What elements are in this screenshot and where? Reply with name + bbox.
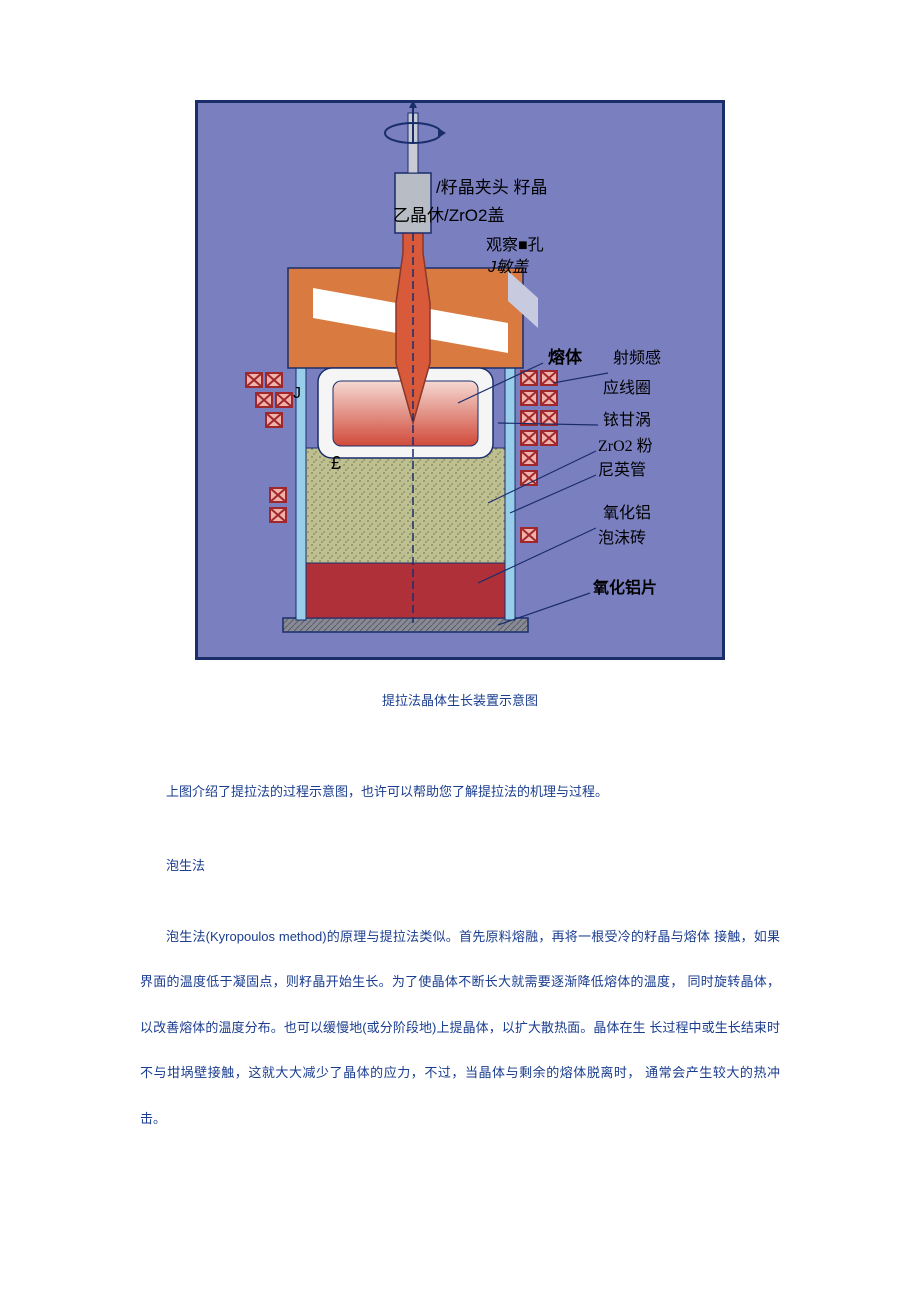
svg-text:射频感: 射频感 [613, 349, 661, 367]
intro-paragraph: 上图介绍了提拉法的过程示意图，也许可以帮助您了解提拉法的机理与过程。 [140, 769, 780, 815]
diagram-label: £ [331, 453, 341, 474]
svg-text:应线圈: 应线圈 [603, 378, 651, 397]
svg-text:铱甘涡: 铱甘涡 [603, 411, 651, 429]
svg-text:泡沫砖: 泡沫砖 [598, 529, 646, 547]
section-title: 泡生法 [166, 855, 780, 874]
body-paragraph: 泡生法(Kyropoulos method)的原理与提拉法类似。首先原料熔融，再… [140, 914, 780, 1142]
svg-text:氧化铝: 氧化铝 [603, 504, 651, 522]
figure-container: 熔体 射频感 应线圈 铱甘涡 ZrO2 粉 尼英管 氧化铝 泡沫砖 氧化铝片 /… [140, 100, 780, 660]
svg-text:熔体: 熔体 [548, 347, 583, 367]
diagram-label: /籽晶夹头 籽晶 [436, 173, 547, 198]
svg-text:ZrO2 粉: ZrO2 粉 [598, 437, 653, 455]
figure-caption: 提拉法晶体生长装置示意图 [140, 690, 780, 709]
diagram-label: J [293, 385, 301, 403]
diagram-label: 观察■孔 [486, 231, 544, 255]
document-page: 熔体 射频感 应线圈 铱甘涡 ZrO2 粉 尼英管 氧化铝 泡沫砖 氧化铝片 /… [0, 0, 920, 1281]
svg-text:氧化铝片: 氧化铝片 [592, 578, 657, 597]
apparatus-diagram: 熔体 射频感 应线圈 铱甘涡 ZrO2 粉 尼英管 氧化铝 泡沫砖 氧化铝片 /… [195, 100, 725, 660]
svg-text:尼英管: 尼英管 [598, 461, 646, 479]
diagram-label: 乙晶休/ZrO2盖 [393, 201, 504, 226]
diagram-label: J敏盖 [488, 253, 528, 277]
